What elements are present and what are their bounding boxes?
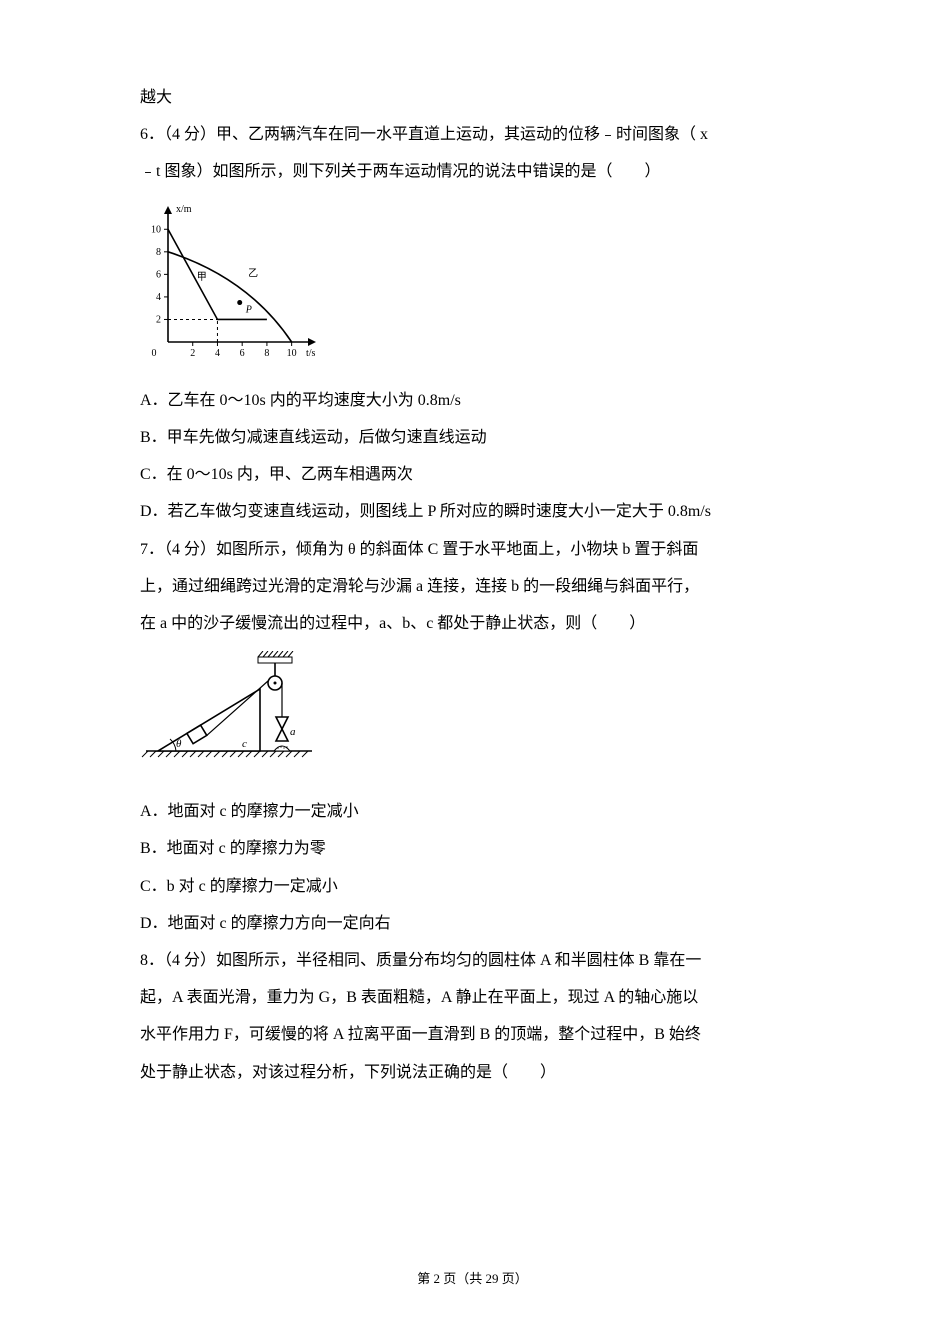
- q6-line1: 6．（4 分）甲、乙两辆汽车在同一水平直道上运动，其运动的位移﹣时间图象（ x: [140, 117, 805, 152]
- q7-diagram: θ c a: [140, 651, 805, 784]
- svg-text:甲: 甲: [197, 272, 207, 283]
- svg-text:P: P: [245, 304, 252, 315]
- fragment-top: 越大: [140, 80, 805, 115]
- q6-option-a: A．乙车在 0～10s 内的平均速度大小为 0.8m/s: [140, 383, 805, 418]
- svg-text:10: 10: [287, 348, 297, 359]
- q8-line1: 8．（4 分）如图所示，半径相同、质量分布均匀的圆柱体 A 和半圆柱体 B 靠在…: [140, 943, 805, 978]
- q6-option-b: B．甲车先做匀减速直线运动，后做匀速直线运动: [140, 420, 805, 455]
- svg-text:2: 2: [190, 348, 195, 359]
- page-footer: 第 2 页（共 29 页）: [0, 1268, 945, 1287]
- svg-text:x/m: x/m: [176, 204, 192, 215]
- svg-text:2: 2: [156, 314, 161, 325]
- q7-line1: 7．（4 分）如图所示，倾角为 θ 的斜面体 C 置于水平地面上，小物块 b 置…: [140, 532, 805, 567]
- q7-option-c: C．b 对 c 的摩擦力一定减小: [140, 869, 805, 904]
- svg-text:0: 0: [152, 348, 157, 359]
- svg-text:t/s: t/s: [306, 348, 316, 359]
- q8-line2: 起，A 表面光滑，重力为 G，B 表面粗糙，A 静止在平面上，现过 A 的轴心施…: [140, 980, 805, 1015]
- q6-chart: 2 4 6 8 10 2 4 6 8 10 0 x/m t/s 甲 乙 P: [140, 200, 805, 373]
- svg-text:a: a: [290, 726, 296, 738]
- q6-option-c: C．在 0～10s 内，甲、乙两车相遇两次: [140, 457, 805, 492]
- svg-text:乙: 乙: [248, 267, 258, 279]
- q7-option-b: B．地面对 c 的摩擦力为零: [140, 831, 805, 866]
- q6-line2: ﹣t 图象）如图所示，则下列关于两车运动情况的说法中错误的是（ ）: [140, 154, 805, 189]
- q7-line3: 在 a 中的沙子缓慢流出的过程中，a、b、c 都处于静止状态，则（ ）: [140, 606, 805, 641]
- svg-text:8: 8: [156, 246, 161, 257]
- svg-text:c: c: [242, 738, 247, 750]
- svg-text:θ: θ: [176, 738, 182, 750]
- q8-line3: 水平作用力 F，可缓慢的将 A 拉离平面一直滑到 B 的顶端，整个过程中，B 始…: [140, 1017, 805, 1052]
- q7-option-d: D．地面对 c 的摩擦力方向一定向右: [140, 906, 805, 941]
- svg-text:6: 6: [240, 348, 245, 359]
- q8-line4: 处于静止状态，对该过程分析，下列说法正确的是（ ）: [140, 1055, 805, 1090]
- page-content: 越大 6．（4 分）甲、乙两辆汽车在同一水平直道上运动，其运动的位移﹣时间图象（…: [140, 80, 805, 1090]
- q7-line2: 上，通过细绳跨过光滑的定滑轮与沙漏 a 连接，连接 b 的一段细绳与斜面平行，: [140, 569, 805, 604]
- svg-text:6: 6: [156, 269, 161, 280]
- svg-text:8: 8: [264, 348, 269, 359]
- svg-text:4: 4: [156, 291, 161, 302]
- q6-option-d: D．若乙车做匀变速直线运动，则图线上 P 所对应的瞬时速度大小一定大于 0.8m…: [140, 494, 805, 529]
- svg-text:10: 10: [151, 224, 161, 235]
- svg-text:4: 4: [215, 348, 220, 359]
- q7-option-a: A．地面对 c 的摩擦力一定减小: [140, 794, 805, 829]
